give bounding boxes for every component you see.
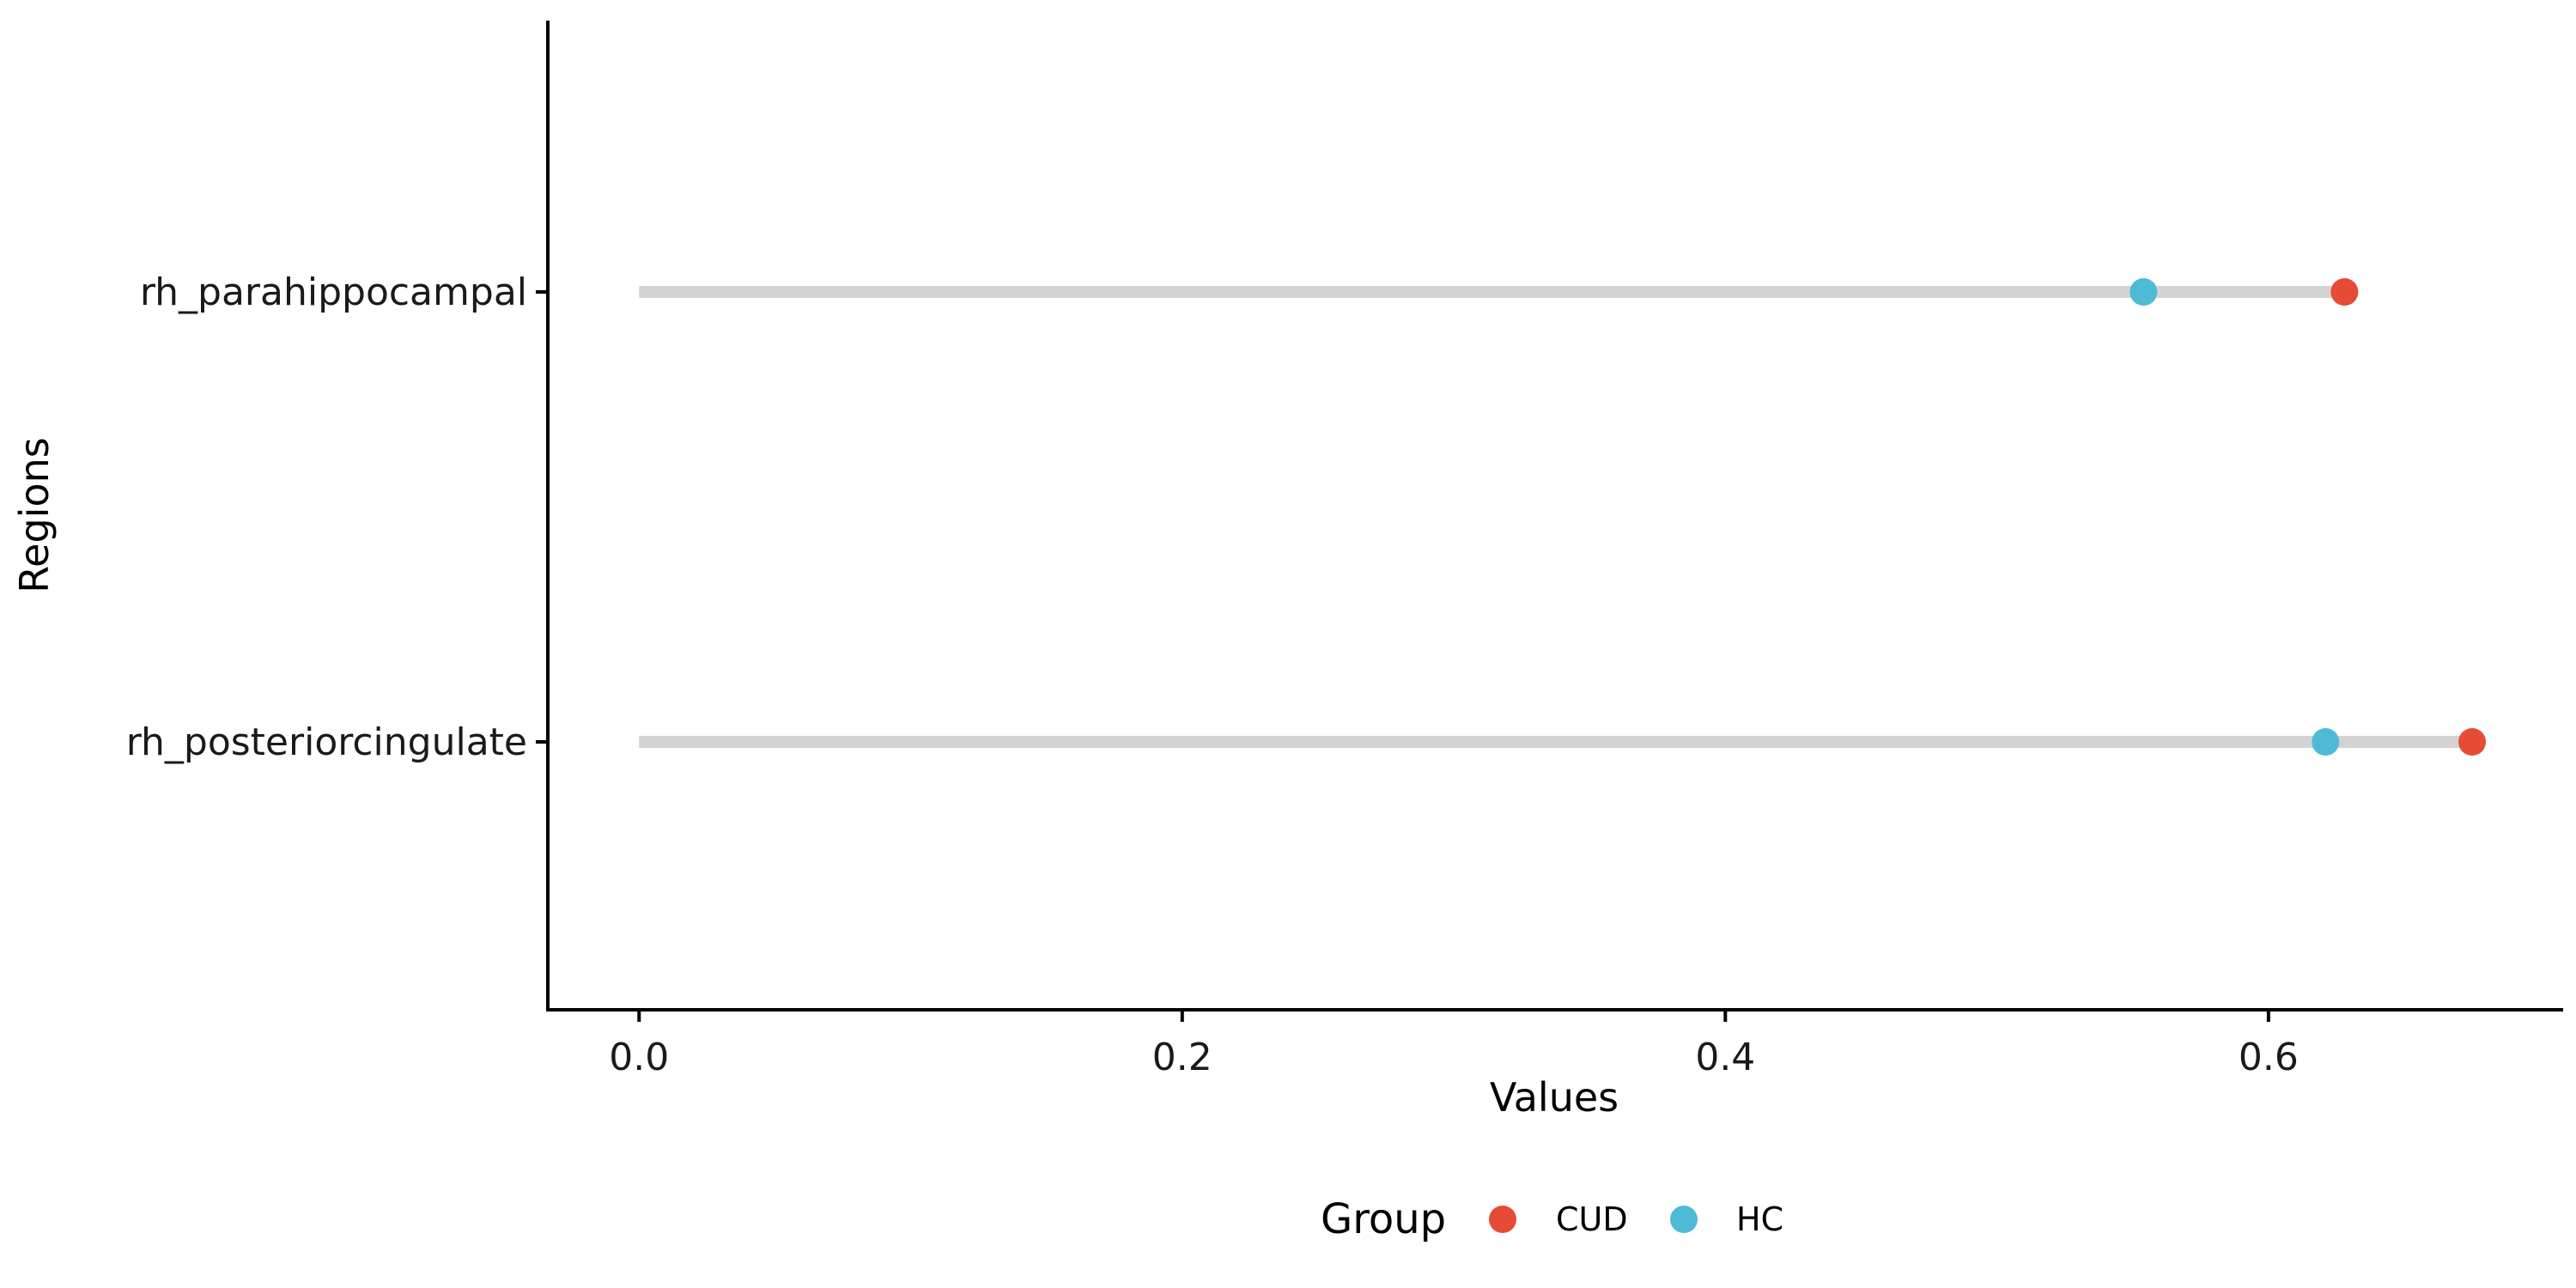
y-axis-title: Regions xyxy=(11,437,58,592)
legend: Group CUD HC xyxy=(1321,1195,1783,1243)
legend-key-CUD xyxy=(1489,1206,1516,1233)
y-ticks-layer: rh_parahippocampal rh_posteriorcingulate xyxy=(126,270,548,764)
point-CUD-rh_parahippocampal xyxy=(2330,278,2359,306)
x-tick-label: 0.4 xyxy=(1695,1036,1755,1079)
x-tick-label: 0.0 xyxy=(609,1036,669,1079)
point-CUD-rh_posteriorcingulate xyxy=(2458,728,2487,756)
x-ticks-layer: 0.0 0.2 0.4 0.6 xyxy=(609,1010,2299,1079)
legend-key-HC xyxy=(1670,1206,1698,1233)
legend-label-CUD: CUD xyxy=(1556,1200,1628,1238)
segments-layer xyxy=(639,286,2473,748)
legend-label-HC: HC xyxy=(1736,1200,1783,1238)
y-tick-label: rh_parahippocampal xyxy=(140,270,527,314)
x-tick-label: 0.6 xyxy=(2239,1036,2299,1079)
points-layer xyxy=(2129,278,2487,756)
point-HC-rh_parahippocampal xyxy=(2129,278,2158,306)
x-tick-label: 0.2 xyxy=(1152,1036,1212,1079)
legend-items: CUD HC xyxy=(1489,1200,1783,1238)
x-axis-title: Values xyxy=(1490,1074,1619,1121)
y-tick-label: rh_posteriorcingulate xyxy=(126,720,527,764)
legend-title: Group xyxy=(1321,1195,1446,1243)
point-HC-rh_posteriorcingulate xyxy=(2312,728,2340,756)
